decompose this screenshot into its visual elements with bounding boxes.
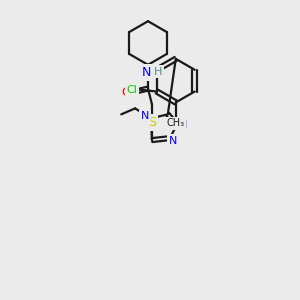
Text: H: H bbox=[154, 67, 162, 77]
Text: N: N bbox=[169, 136, 177, 146]
Text: N: N bbox=[141, 66, 151, 79]
Text: S: S bbox=[148, 116, 156, 129]
Text: CH₃: CH₃ bbox=[167, 118, 185, 128]
Text: N: N bbox=[178, 120, 187, 130]
Text: O: O bbox=[121, 86, 131, 99]
Text: Cl: Cl bbox=[127, 85, 138, 94]
Text: N: N bbox=[141, 111, 149, 121]
